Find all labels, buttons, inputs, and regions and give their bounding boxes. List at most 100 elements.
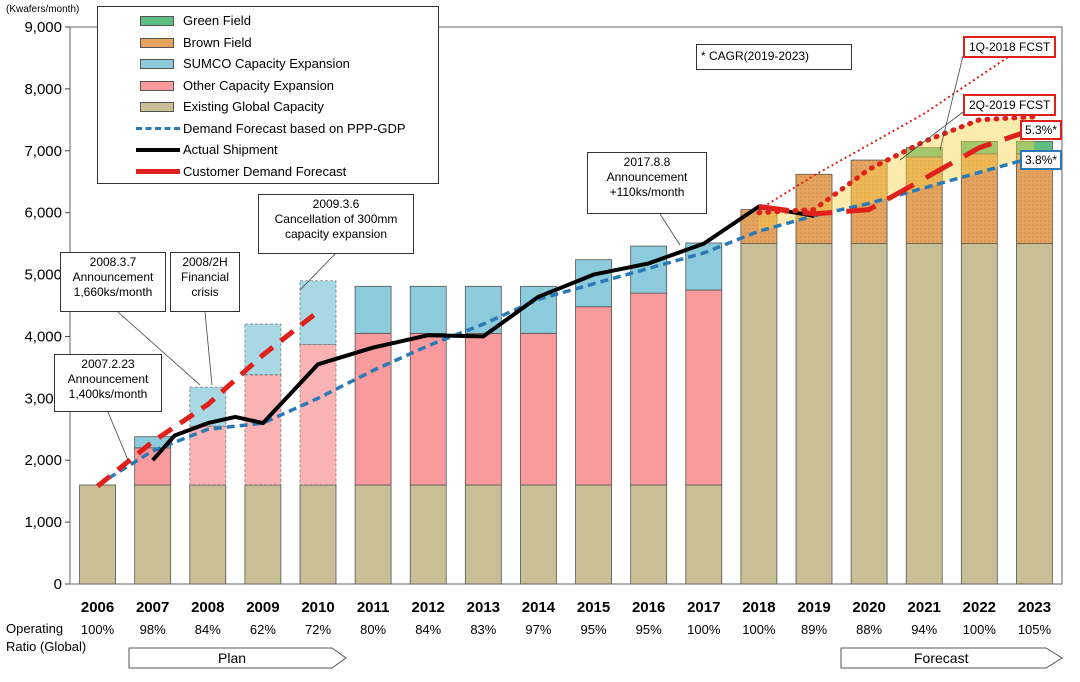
annotation-2017-value: +110ks/month [609,185,685,199]
annotation-crisis-date: 2008/2H [182,255,228,269]
operating-ratio-value: 88% [856,622,882,637]
operating-ratio-label-line1: Operating [6,621,64,636]
legend-item: Existing Global Capacity [98,97,438,117]
legend-label: Demand Forecast based on PPP-GDP [183,120,406,136]
annotation-pointer [899,111,964,161]
line-customer-demand-forecast [96,309,320,489]
x-tick-label: 2022 [963,599,996,616]
annotation-2008-title: Announcement [72,270,154,284]
plan-label: Plan [218,650,247,666]
legend-swatch [140,59,174,69]
annotation-2007-announcement: 2007.2.23 Announcement 1,400ks/month [54,354,162,412]
annotation-2009-title: Cancellation of 300mm [274,212,398,226]
bar-existing-global-capacity-2016 [630,484,668,585]
operating-ratio-value: 100% [687,622,721,637]
bar-other-capacity-expansion-2016 [630,292,668,486]
x-tick-label: 2011 [357,599,390,616]
x-tick-label: 2017 [687,599,720,616]
y-tick-label: 3,000 [24,390,62,407]
line-2q-2019-fcst-solid [758,126,1036,217]
bar-existing-global-capacity-2020 [850,243,888,585]
annotation-crisis-title: Financial [180,270,230,284]
x-tick-label: 2014 [522,599,556,616]
line-2q-2019-fcst [756,114,1037,216]
bar-sumco-capacity-expansion-2010 [299,280,337,345]
legend-swatch [140,37,174,48]
annotation-2017-title: Announcement [606,170,688,184]
plan-arrow-shape [128,647,347,669]
x-tick-label: 2018 [742,599,775,616]
bar-other-capacity-expansion-2017 [685,289,723,486]
annotation-pointer [204,311,213,386]
y-tick-label: 1,000 [24,514,62,531]
bar-other-capacity-expansion-2014 [520,332,557,486]
bar-other-capacity-expansion-2009 [244,374,282,486]
bar-existing-global-capacity-2023 [1016,243,1053,585]
annotation-cagr: * CAGR(2019-2023) [696,44,852,70]
bar-existing-global-capacity-2008 [189,484,227,585]
operating-ratio-value: 100% [81,622,115,637]
bar-existing-global-capacity-2017 [685,484,723,585]
legend-swatch [140,16,174,26]
bar-sumco-capacity-expansion-2012 [409,285,447,334]
legend-swatch [140,80,174,91]
operating-ratio-value: 83% [470,622,496,637]
annotation-pointer [939,55,964,151]
x-tick-label: 2016 [632,599,665,616]
bar-sumco-capacity-expansion-2011 [354,285,392,334]
legend-item: Brown Field [98,33,438,53]
operating-ratio-value: 95% [636,622,662,637]
y-axis-unit-label: (Kwafers/month) [6,4,80,15]
bar-existing-global-capacity-2021 [905,243,943,585]
bar-other-capacity-expansion-2012 [409,332,447,486]
x-tick-label: 2021 [908,599,941,616]
x-tick-label: 2013 [467,599,500,616]
operating-ratio-value: 100% [963,622,997,637]
operating-ratio-label-line2: Ratio (Global) [6,639,87,654]
plan-arrow: Plan [128,647,348,669]
operating-ratio-value: 94% [911,622,937,637]
x-tick-label: 2020 [852,599,885,616]
legend-item: SUMCO Capacity Expansion [98,54,438,74]
bar-existing-global-capacity-2006 [79,484,116,585]
annotation-1q2018-fcst: 1Q-2018 FCST [963,36,1057,58]
y-tick-label: 8,000 [24,81,62,98]
x-tick-label: 2008 [191,599,224,616]
annotation-pointer [299,253,336,291]
forecast-fill-group [758,116,1035,232]
bar-existing-global-capacity-2015 [575,484,612,585]
operating-ratio-value: 105% [1018,622,1052,637]
bar-existing-global-capacity-2009 [244,484,282,585]
x-tick-label: 2019 [797,599,830,616]
y-tick-label: 7,000 [24,143,62,160]
x-tick-label: 2023 [1018,599,1051,616]
legend-label: Actual Shipment [183,142,278,157]
legend: Green Field Brown Field SUMCO Capacity Exp… [97,6,439,184]
y-tick-label: 9,000 [24,19,62,36]
legend-label: Customer Demand Forecast [183,163,347,179]
line-actual-shipment [151,204,815,462]
legend-item: Actual Shipment [98,140,438,160]
bar-sumco-capacity-expansion-2016 [630,245,668,294]
bar-existing-global-capacity-2022 [960,243,998,585]
operating-ratio-value: 89% [801,622,827,637]
bar-other-capacity-expansion-2013 [464,332,502,486]
annotation-cagr-5-3: 5.3%* [1020,120,1063,140]
bar-other-capacity-expansion-2015 [575,306,612,486]
bar-existing-global-capacity-2012 [409,484,447,585]
annotation-pointer [659,213,681,246]
forecast-arrow-shape [840,647,1063,669]
operating-ratio-value: 97% [525,622,551,637]
legend-item: Customer Demand Forecast [98,162,438,182]
legend-line-swatch [136,169,180,174]
bar-existing-global-capacity-2013 [464,484,502,585]
annotation-2009-date: 2009.3.6 [312,197,360,211]
legend-label: Brown Field [183,34,252,50]
annotation-2017-date: 2017.8.8 [623,155,671,169]
annotation-2007-value: 1,400ks/month [68,387,148,401]
legend-label: Existing Global Capacity [183,99,324,114]
annotation-2009-value: capacity expansion [284,227,388,241]
legend-label: SUMCO Capacity Expansion [183,56,350,71]
annotation-2007-title: Announcement [67,372,149,386]
